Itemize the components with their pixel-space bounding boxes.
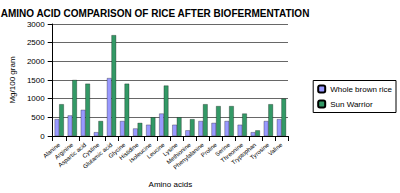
svg-text:Proline: Proline — [199, 141, 218, 159]
svg-text:Whole brown rice: Whole brown rice — [330, 85, 392, 94]
svg-text:2500: 2500 — [27, 38, 45, 47]
svg-text:Serine: Serine — [214, 141, 232, 158]
svg-text:0: 0 — [40, 132, 45, 141]
svg-text:Phenylalanine: Phenylalanine — [172, 141, 205, 171]
svg-text:Valine: Valine — [267, 141, 284, 156]
svg-text:Tyrosine: Tyrosine — [249, 141, 271, 161]
svg-text:Mg/100 gram: Mg/100 gram — [8, 56, 17, 103]
svg-text:2000: 2000 — [27, 57, 45, 66]
svg-text:Isoleucine: Isoleucine — [128, 141, 153, 164]
svg-text:Leucine: Leucine — [145, 141, 166, 160]
svg-text:1500: 1500 — [27, 76, 45, 85]
svg-text:Cystine: Cystine — [81, 141, 101, 160]
svg-text:Glycine: Glycine — [107, 141, 127, 160]
svg-text:Alanine: Alanine — [42, 141, 62, 160]
svg-text:Tryptophan: Tryptophan — [230, 141, 258, 166]
svg-text:Histidine: Histidine — [118, 141, 140, 162]
svg-text:Aspartic acid: Aspartic acid — [57, 141, 88, 169]
svg-text:Lysine: Lysine — [161, 141, 179, 158]
svg-text:500: 500 — [31, 113, 45, 122]
svg-text:Methionine: Methionine — [165, 141, 192, 166]
svg-text:Threonine: Threonine — [219, 141, 245, 164]
svg-text:Arginine: Arginine — [53, 141, 75, 161]
svg-text:3000: 3000 — [27, 20, 45, 29]
svg-text:Sun Warrior: Sun Warrior — [330, 100, 373, 109]
svg-text:AMINO ACID COMPARISON OF RICE: AMINO ACID COMPARISON OF RICE AFTER BIOF… — [1, 8, 310, 19]
svg-text:Glutamic acid: Glutamic acid — [81, 141, 114, 170]
svg-text:1000: 1000 — [27, 94, 45, 103]
svg-text:Amino acids: Amino acids — [149, 180, 193, 189]
